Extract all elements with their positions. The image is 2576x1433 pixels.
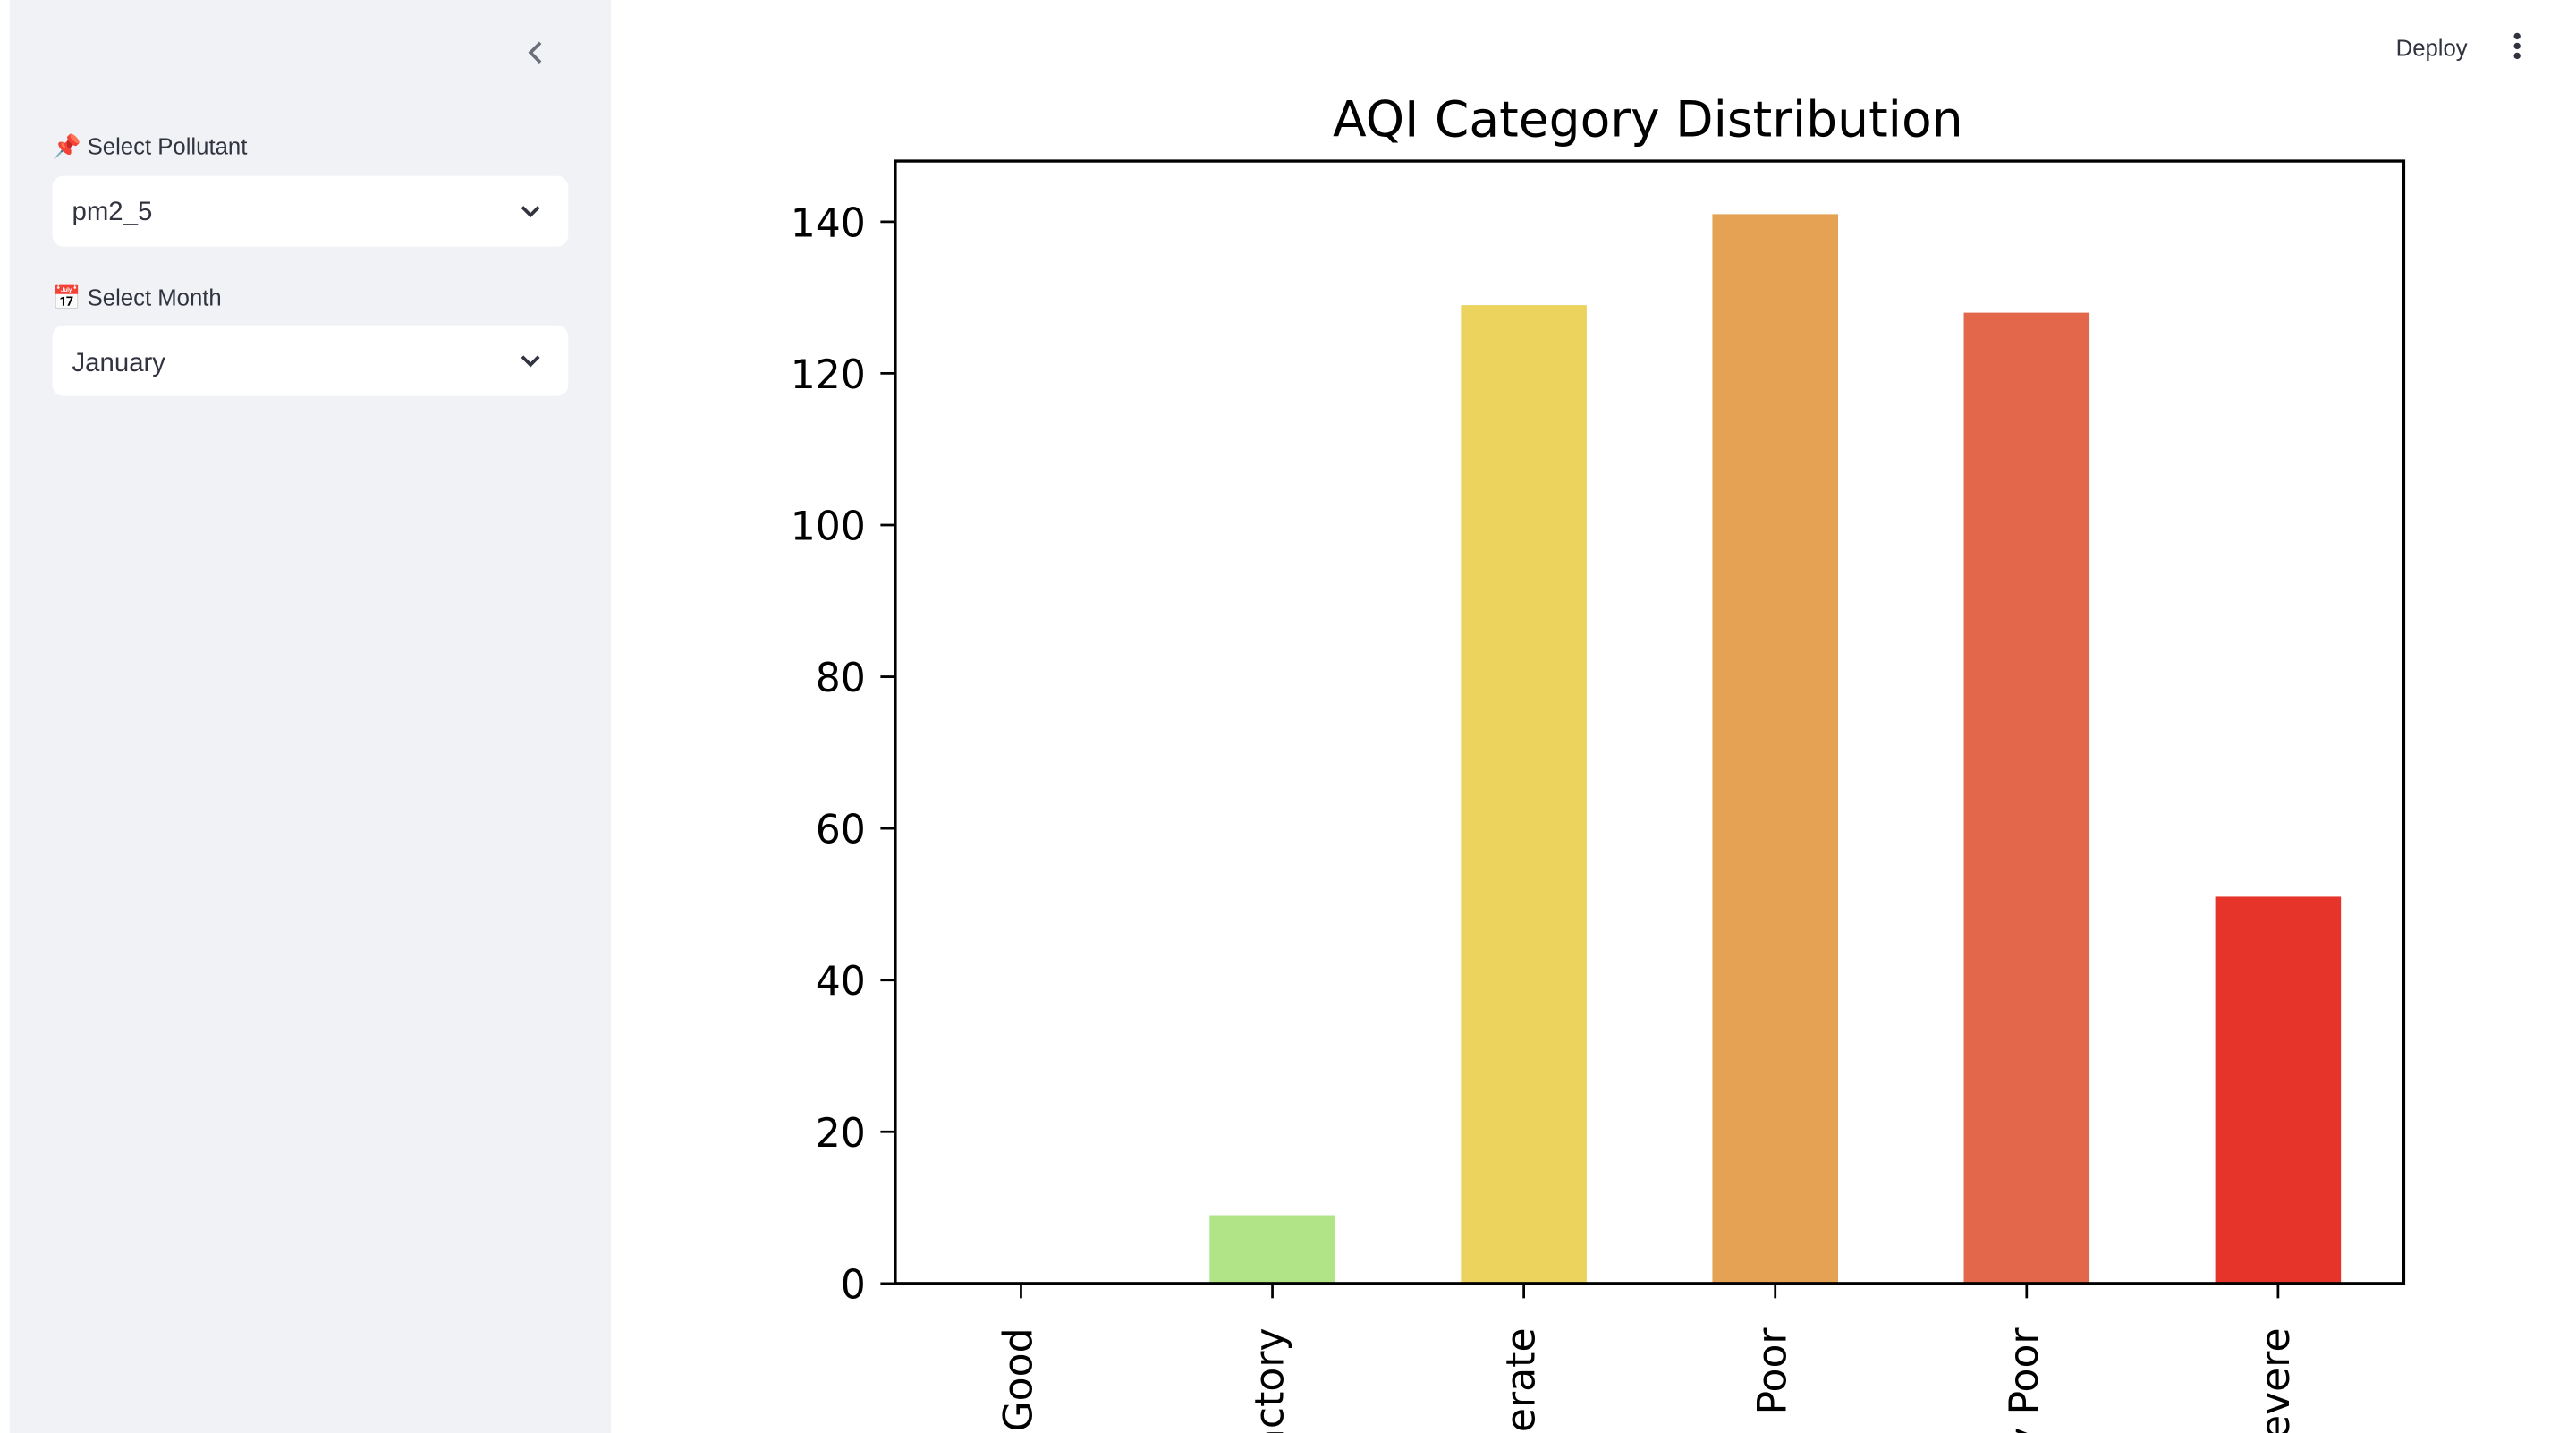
bar: [1461, 305, 1587, 1284]
select-box[interactable]: [52, 325, 569, 396]
plot-frame: [894, 159, 2406, 1285]
x-tick-label: Severe: [2253, 1327, 2299, 1433]
plot: 0 20 40 60 80 100 120 140 Good Satisfactory Modera…: [791, 159, 2406, 1433]
y-tick-label: 120: [791, 352, 866, 398]
dropdown-icon: [521, 206, 540, 218]
month-select[interactable]: January: [52, 325, 569, 396]
chart-title: AQI Category Distribution: [1333, 90, 1963, 148]
y-tick-label: 140: [791, 200, 866, 246]
y-tick-label: 20: [816, 1111, 866, 1157]
select-box[interactable]: [52, 175, 569, 247]
x-tick-label: Satisfactory: [1248, 1327, 1293, 1433]
select-value: January: [72, 348, 166, 377]
y-tick-label: 0: [841, 1262, 866, 1308]
x-tick-label: Poor: [1750, 1327, 1796, 1415]
dropdown-icon: [521, 355, 540, 368]
month-label: 📅 Select Month: [52, 284, 221, 311]
pollutant-select[interactable]: pm2_5: [52, 175, 569, 247]
bar: [1963, 312, 2090, 1284]
y-tick-label: 60: [816, 808, 866, 853]
deploy-button[interactable]: Deploy: [2396, 36, 2468, 61]
bar: [1209, 1215, 1335, 1284]
bar: [2215, 896, 2342, 1284]
pollutant-label: 📌 Select Pollutant: [52, 132, 247, 160]
x-tick-label: Moderate: [1499, 1327, 1545, 1433]
bar: [1712, 214, 1838, 1284]
x-tick-label: Good: [996, 1327, 1041, 1431]
y-tick-label: 80: [816, 656, 866, 701]
select-value: pm2_5: [72, 197, 153, 226]
collapse-sidebar[interactable]: [528, 41, 542, 64]
x-tick-label: Very Poor: [2002, 1327, 2047, 1433]
y-tick-label: 100: [791, 505, 866, 550]
y-tick-label: 40: [816, 959, 866, 1005]
main-menu[interactable]: [2513, 32, 2521, 60]
